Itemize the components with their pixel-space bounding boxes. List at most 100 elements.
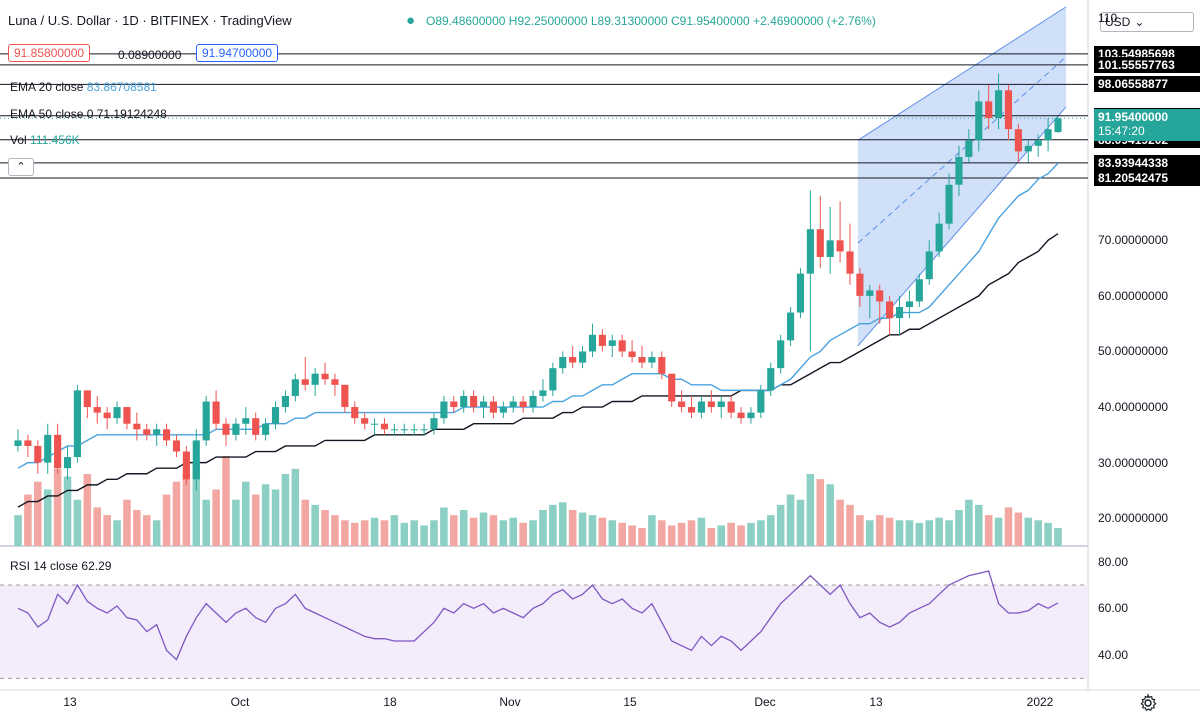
volume-bar (707, 528, 716, 546)
price-level-tag[interactable]: 81.20542475 (1094, 170, 1200, 187)
candle-body (163, 429, 171, 441)
rsi-axis-tick: 60.00 (1098, 601, 1129, 616)
ema50-legend[interactable]: EMA 50 close 0 71.19124248 (10, 107, 167, 121)
volume-bar (549, 504, 557, 546)
bar-countdown: 15:47:20 (1098, 124, 1145, 139)
spread-value: 0.08900000 (118, 48, 182, 62)
candle-body (341, 384, 349, 408)
candle-body (24, 440, 32, 446)
candle-body (450, 401, 458, 408)
volume-bar (192, 463, 201, 546)
candle-body (796, 273, 805, 313)
volume-bar (400, 522, 409, 546)
volume-legend[interactable]: Vol 111.456K (10, 133, 80, 147)
candle-body (14, 440, 22, 446)
time-axis-tick: 13 (869, 695, 883, 709)
currency-select[interactable]: USD ⌄ (1100, 12, 1194, 32)
candle-body (816, 229, 824, 257)
volume-bar (53, 468, 62, 546)
volume-bar (628, 525, 636, 546)
candle-body (1024, 145, 1032, 152)
candle-body (73, 390, 81, 458)
candle-body (351, 407, 359, 419)
candle-body (509, 401, 517, 408)
candle-body (866, 290, 874, 296)
candle-body (182, 451, 190, 480)
volume-bar (103, 515, 111, 546)
gear-icon[interactable] (1138, 693, 1158, 713)
volume-bar (83, 474, 92, 546)
candle-body (985, 101, 993, 119)
candle-body (192, 440, 200, 480)
ema20-legend[interactable]: EMA 20 close 83.86708581 (10, 80, 157, 94)
price-level-tag[interactable]: 83.93944338 (1094, 154, 1200, 171)
candle-body (608, 340, 616, 346)
rsi-legend[interactable]: RSI 14 close 62.29 (10, 559, 112, 573)
volume-bar (301, 499, 310, 546)
volume-bar (469, 517, 478, 546)
candle-body (93, 407, 101, 413)
volume-bar (826, 484, 834, 546)
volume-bar (24, 494, 32, 546)
volume-bar (162, 494, 171, 546)
candle-body (945, 184, 953, 224)
candle-body (34, 445, 42, 463)
ema50-line (17, 233, 1059, 508)
volume-bar (539, 510, 547, 546)
volume-bar (618, 522, 626, 546)
collapse-legend-button[interactable]: ⌃ (8, 158, 34, 176)
candle-body (559, 357, 567, 369)
symbol-title[interactable]: Luna / U.S. Dollar · 1D · BITFINEX · Tra… (8, 13, 292, 28)
sell-price-box[interactable]: 91.85800000 (8, 44, 91, 62)
candle-body (618, 340, 626, 352)
candle-body (499, 407, 507, 413)
volume-bar (687, 520, 696, 546)
volume-bar (350, 522, 359, 546)
volume-bar (420, 525, 428, 546)
volume-bar (568, 510, 577, 546)
rsi-line (17, 570, 1059, 661)
candle-body (757, 390, 765, 413)
volume-bar (885, 517, 894, 546)
volume-bar (648, 515, 656, 546)
volume-bar (479, 512, 488, 546)
volume-bar (677, 522, 686, 546)
volume-bar (321, 510, 329, 546)
volume-bar (658, 520, 666, 546)
candle-body (153, 429, 161, 435)
candle-body (876, 290, 884, 302)
candle-body (519, 401, 527, 408)
volume-bar (747, 522, 755, 546)
volume-bar (984, 515, 993, 546)
candle-body (123, 407, 131, 424)
volume-bar (846, 504, 854, 546)
price-level-tag[interactable]: 98.06558877 (1094, 76, 1200, 93)
candle-body (668, 373, 676, 402)
volume-bar (925, 520, 934, 546)
volume-bar (450, 515, 458, 546)
price-level-tag[interactable]: 101.55557763 (1094, 56, 1200, 73)
volume-bar (271, 489, 280, 546)
time-axis-tick: 18 (383, 695, 397, 709)
candle-body (331, 379, 339, 385)
candle-body (202, 401, 210, 441)
volume-bar (915, 522, 924, 546)
volume-bar (202, 499, 210, 546)
volume-bar (142, 515, 151, 546)
volume-bar (380, 520, 389, 546)
chevron-down-icon: ⌄ (1134, 15, 1145, 29)
volume-bar (1034, 520, 1042, 546)
volume-bar (232, 499, 240, 546)
volume-bar (242, 481, 250, 546)
candle-body (638, 357, 646, 363)
price-axis-tick: 50.00000000 (1098, 344, 1169, 359)
buy-price-box[interactable]: 91.94700000 (196, 44, 279, 62)
last-price-tag: 91.95400000 15:47:20 (1094, 109, 1200, 142)
candle-body (262, 423, 270, 435)
volume-bar (529, 520, 537, 546)
volume-bar (558, 502, 567, 546)
rsi-axis-tick: 40.00 (1098, 648, 1129, 662)
volume-bar (667, 525, 676, 546)
candle-body (767, 368, 775, 391)
